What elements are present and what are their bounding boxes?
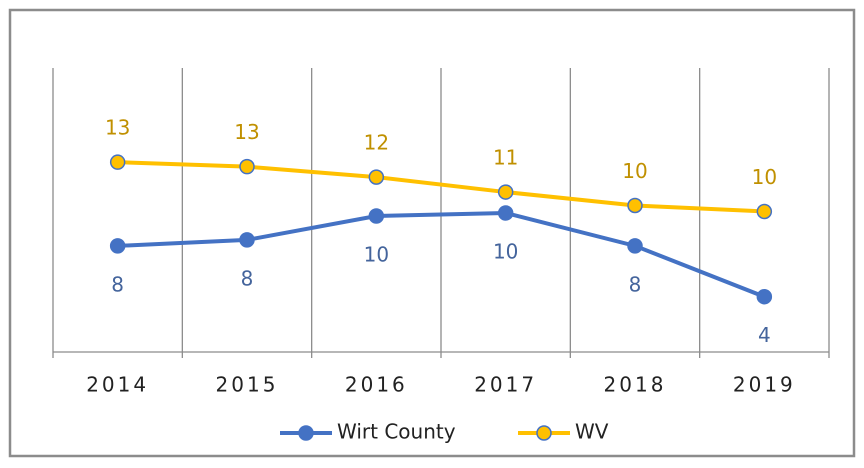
data-label: 8 — [629, 272, 642, 296]
data-point — [109, 154, 126, 170]
x-tick-label: 2019 — [733, 373, 796, 397]
x-tick-label: 2018 — [604, 373, 667, 397]
data-label: 12 — [364, 131, 389, 155]
data-point — [109, 238, 126, 254]
data-label: 4 — [758, 323, 771, 347]
data-point — [756, 288, 773, 305]
data-point — [756, 203, 773, 220]
series-line — [117, 160, 765, 214]
data-label: 10 — [364, 242, 389, 266]
legend-marker — [536, 425, 552, 441]
data-point — [368, 169, 385, 185]
data-label: 10 — [752, 165, 777, 189]
x-tick-label: 2014 — [86, 373, 149, 397]
data-point — [239, 232, 255, 248]
data-label: 11 — [493, 146, 518, 170]
data-point — [497, 205, 514, 221]
data-point — [497, 184, 514, 200]
legend-label: WV — [575, 420, 609, 444]
data-label: 10 — [622, 159, 647, 183]
x-tick-label: 2017 — [474, 373, 537, 397]
data-label: 8 — [111, 272, 124, 296]
data-point — [368, 208, 385, 224]
data-point — [627, 197, 643, 214]
chart-frame — [8, 8, 856, 458]
data-label: 13 — [234, 120, 259, 144]
legend-marker — [298, 425, 314, 441]
x-tick-label: 2016 — [345, 373, 408, 397]
series-line — [117, 210, 766, 299]
data-label: 8 — [241, 266, 254, 290]
data-point — [239, 158, 255, 175]
data-label: 13 — [105, 116, 130, 140]
data-label: 10 — [493, 239, 518, 263]
data-point — [627, 238, 643, 254]
x-tick-label: 2015 — [216, 373, 279, 397]
legend-label: Wirt County — [337, 420, 456, 444]
